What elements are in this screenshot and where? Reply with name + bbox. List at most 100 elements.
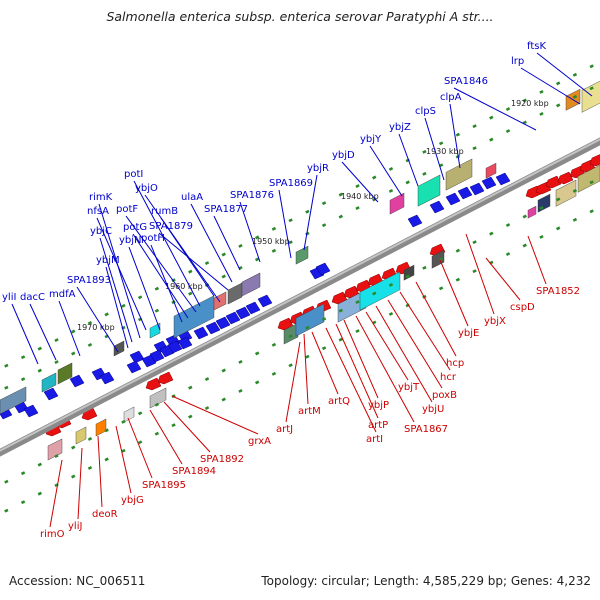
forward-label-leader <box>424 117 445 181</box>
forward-gene-arrow <box>235 306 251 320</box>
forward-gene-feature <box>389 192 405 215</box>
reverse-gene-label: ybjT <box>398 382 420 393</box>
tick-mark <box>522 243 527 248</box>
tick-mark <box>422 171 427 176</box>
tick-mark <box>338 214 343 219</box>
forward-gene-arrow <box>193 326 209 340</box>
forward-gene-arrow <box>99 371 115 385</box>
reverse-gene-feature <box>359 271 401 311</box>
tick-mark <box>221 368 226 373</box>
reverse-label-leader <box>163 401 211 453</box>
tick-mark <box>37 346 42 351</box>
tick-mark <box>71 474 76 479</box>
tick-mark <box>556 103 561 108</box>
tick-mark <box>338 192 343 197</box>
topology-label: Topology: circular; Length: 4,585,229 bp… <box>261 574 591 588</box>
tick-mark <box>204 406 210 411</box>
tick-mark <box>104 457 109 462</box>
forward-gene-feature <box>445 158 473 191</box>
reverse-label-leader <box>49 459 63 528</box>
tick-mark <box>171 423 176 428</box>
backbone-highlight <box>0 138 600 452</box>
tick-mark <box>355 300 360 305</box>
forward-gene-arrow <box>257 294 273 308</box>
tick-mark <box>54 338 59 343</box>
tick-mark <box>589 86 594 91</box>
reverse-gene-feature <box>75 426 87 445</box>
forward-label-leader <box>453 87 537 131</box>
forward-label-leader <box>105 266 129 349</box>
forward-gene-label: SPA1869 <box>269 178 313 189</box>
tick-mark <box>572 94 578 99</box>
tick-mark <box>455 248 461 253</box>
tick-mark <box>556 226 561 231</box>
forward-gene-feature <box>149 322 161 339</box>
tick-mark <box>305 325 310 330</box>
tick-mark <box>4 385 9 390</box>
forward-gene-label: potG <box>123 222 147 233</box>
forward-label-leader <box>278 189 292 259</box>
tick-mark <box>589 180 594 185</box>
forward-gene-feature <box>417 174 441 207</box>
tick-mark <box>472 146 477 151</box>
forward-gene-arrow <box>429 200 445 214</box>
forward-gene-arrow <box>69 374 85 388</box>
tick-mark <box>305 354 310 359</box>
forward-gene-label: nfsA <box>87 206 109 217</box>
reverse-features <box>45 154 600 461</box>
tick-mark <box>271 371 277 376</box>
reverse-gene-feature <box>537 193 551 213</box>
tick-mark <box>221 252 226 257</box>
tick-mark <box>438 286 444 291</box>
reverse-gene-label: SPA1895 <box>142 480 186 491</box>
tick-mark <box>589 209 594 214</box>
forward-label-leader <box>341 161 379 203</box>
forward-gene-arrow <box>481 176 497 190</box>
tick-mark <box>288 363 293 368</box>
forward-gene-feature <box>485 162 497 179</box>
tick-mark <box>372 175 377 180</box>
tick-mark <box>204 377 210 382</box>
tick-mark <box>556 81 561 86</box>
reverse-gene-label: yliJ <box>68 521 82 532</box>
tick-mark <box>522 98 527 103</box>
kbp-marker: 1920 kbp <box>511 99 549 108</box>
tick-mark <box>455 132 461 137</box>
forward-gene-label: yliI <box>2 292 16 303</box>
reverse-gene-arrow <box>157 371 174 385</box>
reverse-label-leader <box>97 435 103 508</box>
reverse-label-leader <box>439 259 469 327</box>
forward-label-leader <box>536 52 593 97</box>
tick-mark <box>87 342 93 347</box>
forward-label-leader <box>190 203 233 283</box>
tick-mark <box>121 419 126 424</box>
tick-mark <box>372 291 377 296</box>
reverse-label-leader <box>343 319 379 399</box>
forward-gene-arrow <box>43 387 59 401</box>
reverse-gene-feature <box>527 205 537 219</box>
forward-gene-label: clpA <box>440 92 462 103</box>
forward-label-leader <box>133 180 201 307</box>
tick-mark <box>321 201 327 206</box>
tick-mark <box>221 274 226 279</box>
reverse-gene-label: rimO <box>40 529 65 540</box>
tick-mark <box>522 214 527 219</box>
tick-mark <box>171 278 176 283</box>
forward-gene-label: clpS <box>415 106 436 117</box>
forward-gene-feature <box>57 362 73 385</box>
tick-mark <box>255 257 260 262</box>
forward-gene-arrow <box>445 192 461 206</box>
tick-mark <box>255 235 260 240</box>
forward-label-leader <box>132 233 189 319</box>
reverse-gene-feature <box>555 179 577 207</box>
tick-mark <box>472 124 477 129</box>
forward-gene-label: ybjY <box>360 134 382 145</box>
reverse-gene-label: grxA <box>248 436 271 447</box>
forward-gene-arrow <box>407 214 423 228</box>
reverse-gene-feature <box>431 249 445 269</box>
tick-mark <box>355 184 360 189</box>
reverse-gene-label: ybjP <box>368 400 389 411</box>
tick-mark <box>405 274 410 279</box>
